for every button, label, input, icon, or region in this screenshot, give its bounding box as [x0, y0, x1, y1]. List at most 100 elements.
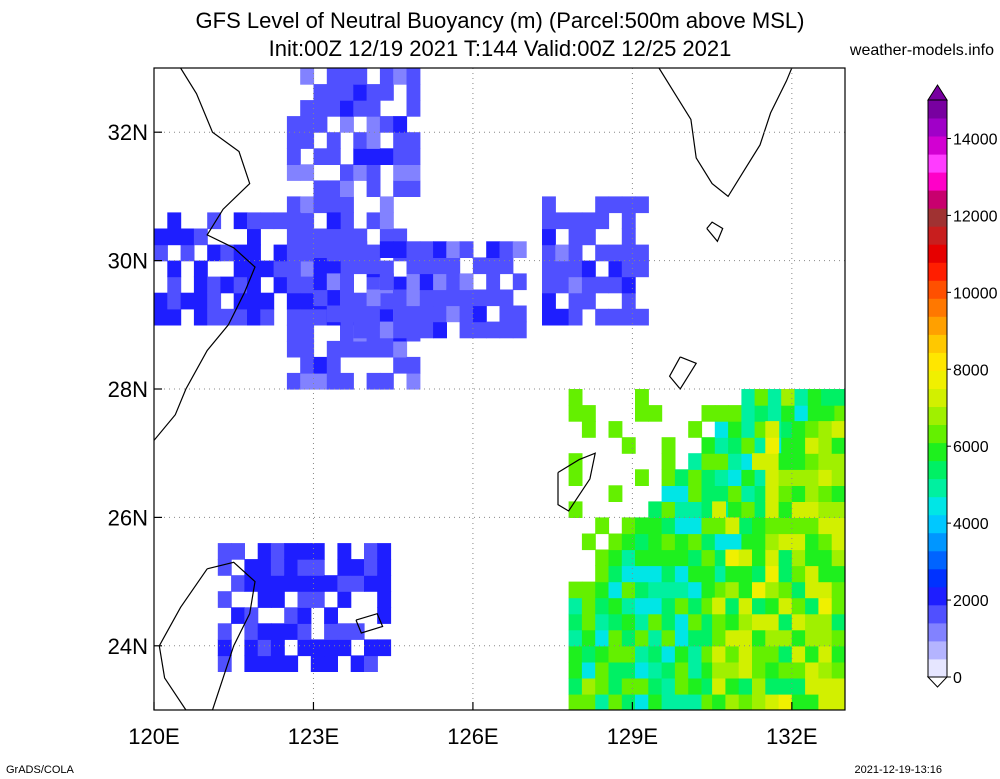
field-cell [459, 273, 474, 291]
field-cell [648, 501, 663, 518]
field-cell [621, 276, 636, 294]
field-cell [805, 565, 819, 583]
field-cell [648, 645, 663, 663]
field-cell [674, 645, 689, 663]
field-cell [270, 575, 285, 592]
field-cell [794, 405, 809, 422]
field-cell [805, 694, 819, 710]
field-cell [286, 372, 301, 390]
field-cell [154, 228, 168, 246]
field-cell [648, 694, 663, 710]
field-cell [379, 340, 394, 358]
field-cell [805, 453, 819, 470]
field-cell [247, 228, 261, 246]
field-cell [581, 597, 596, 615]
field-cell [379, 116, 394, 133]
field-cell [714, 581, 729, 599]
field-cell [674, 629, 689, 647]
field-cell [661, 661, 676, 679]
field-cell [167, 292, 182, 310]
field-cell [542, 308, 556, 326]
field-cell [366, 100, 381, 117]
field-cell [752, 645, 766, 663]
field-cell [728, 485, 742, 502]
field-cell [752, 581, 766, 599]
field-cell [648, 629, 663, 647]
field-cell [300, 212, 315, 230]
field-cell [701, 533, 716, 551]
field-cell [377, 639, 392, 657]
field-cell [765, 469, 780, 486]
field-cell [406, 324, 421, 342]
field-cell [791, 613, 806, 631]
field-cell [831, 581, 845, 599]
field-cell [350, 655, 365, 672]
field-cell [738, 581, 753, 599]
field-cell [728, 405, 742, 422]
field-cell [831, 694, 845, 710]
field-cell [406, 68, 421, 85]
field-cell [754, 469, 769, 486]
field-cell [406, 84, 421, 101]
field-cell [270, 591, 285, 608]
field-cell [512, 305, 527, 323]
field-cell [286, 276, 301, 294]
field-cell [379, 196, 394, 214]
field-cell [621, 581, 636, 599]
x-axis: 120E 123E 126E 129E 132E [128, 702, 818, 749]
colorbar-swatch [928, 442, 947, 462]
field-cell [300, 356, 315, 374]
field-cell [805, 517, 819, 535]
field-cell [621, 613, 636, 631]
field-cell [621, 645, 636, 663]
field-cell [674, 613, 689, 631]
field-cell [233, 276, 248, 294]
field-cell [608, 677, 623, 695]
field-cell [661, 645, 676, 663]
field-cell [313, 372, 328, 390]
field-cell [364, 575, 378, 592]
field-cell [459, 289, 474, 307]
field-cell [286, 340, 301, 358]
colorbar-tick-label: 4000 [953, 516, 989, 533]
colorbar: 0 2000 4000 6000 8000 10000 12000 14000 [926, 84, 998, 688]
field-cell [805, 629, 819, 647]
field-cell [568, 501, 583, 518]
field-cell [805, 597, 819, 615]
field-cell [688, 421, 703, 438]
colorbar-tick-label: 10000 [953, 285, 998, 302]
field-cell [581, 260, 596, 278]
field-cell [379, 68, 394, 85]
field-cell [688, 453, 703, 470]
field-cell [752, 565, 766, 583]
field-cell [379, 148, 394, 165]
field-cell [220, 244, 235, 262]
field-cell [778, 597, 793, 615]
field-cell [778, 485, 793, 502]
field-cell [379, 228, 394, 246]
colorbar-swatch [928, 262, 947, 281]
field-cell [635, 517, 649, 535]
field-cell [635, 549, 649, 567]
field-cell [257, 655, 272, 672]
field-cell [741, 469, 756, 486]
field-cell [337, 575, 352, 592]
field-cell [326, 148, 341, 165]
field-cell [725, 565, 740, 583]
field-cell [581, 661, 596, 679]
field-cell [379, 308, 394, 326]
colorbar-swatch [928, 154, 947, 173]
field-cell [568, 389, 583, 406]
field-cell [472, 305, 487, 323]
field-cell [244, 607, 259, 624]
y-tick-label: 24N [108, 634, 148, 659]
field-cell [231, 607, 245, 624]
y-axis: 24N 26N 28N 30N 32N [108, 120, 162, 659]
field-cell [193, 308, 208, 326]
field-cell [207, 308, 222, 326]
field-cell [446, 241, 461, 258]
field-cell [635, 613, 649, 631]
field-cell [340, 180, 354, 197]
field-cell [791, 629, 806, 647]
field-cell [433, 273, 447, 291]
